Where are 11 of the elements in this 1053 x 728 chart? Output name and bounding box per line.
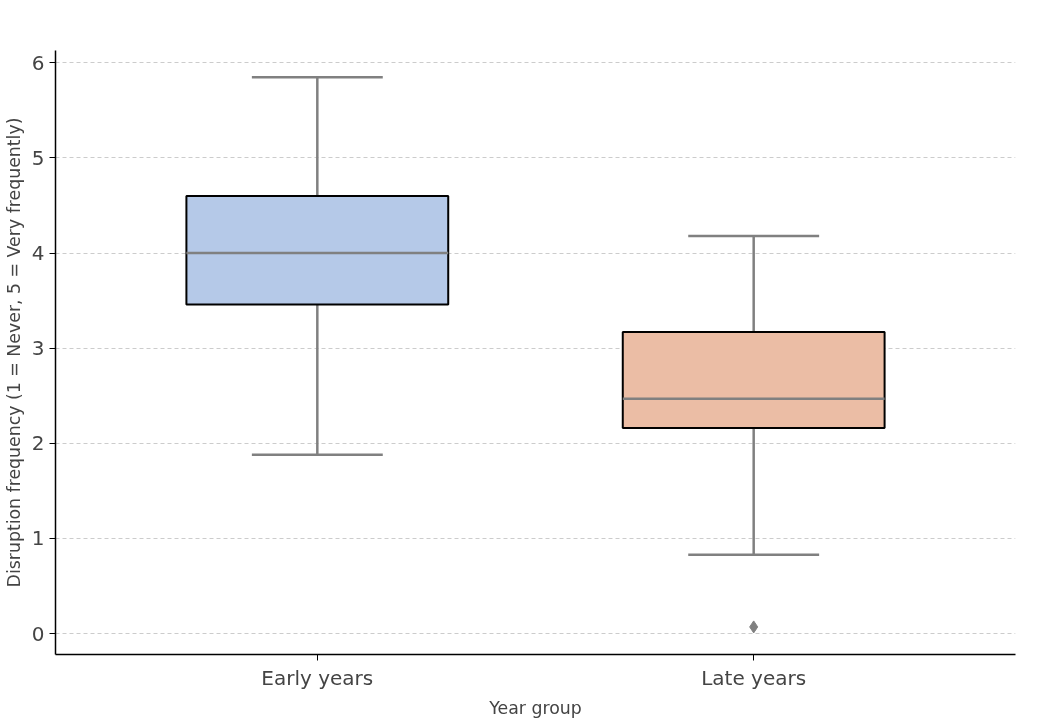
y-tick-label: 5 <box>31 145 45 170</box>
x-axis-title: Year group <box>488 697 582 718</box>
x-tick-label: Late years <box>701 665 807 690</box>
y-tick-label: 0 <box>31 621 45 646</box>
y-axis-title: Disruption frequency (1 = Never, 5 = Very frequently) <box>3 117 24 588</box>
y-tick-label: 3 <box>31 336 45 361</box>
y-tick-label: 6 <box>31 50 45 75</box>
x-tick-label: Early years <box>261 665 374 690</box>
y-tick-label: 4 <box>31 241 45 266</box>
y-tick-label: 2 <box>31 431 45 456</box>
y-tick-label: 1 <box>31 526 45 551</box>
